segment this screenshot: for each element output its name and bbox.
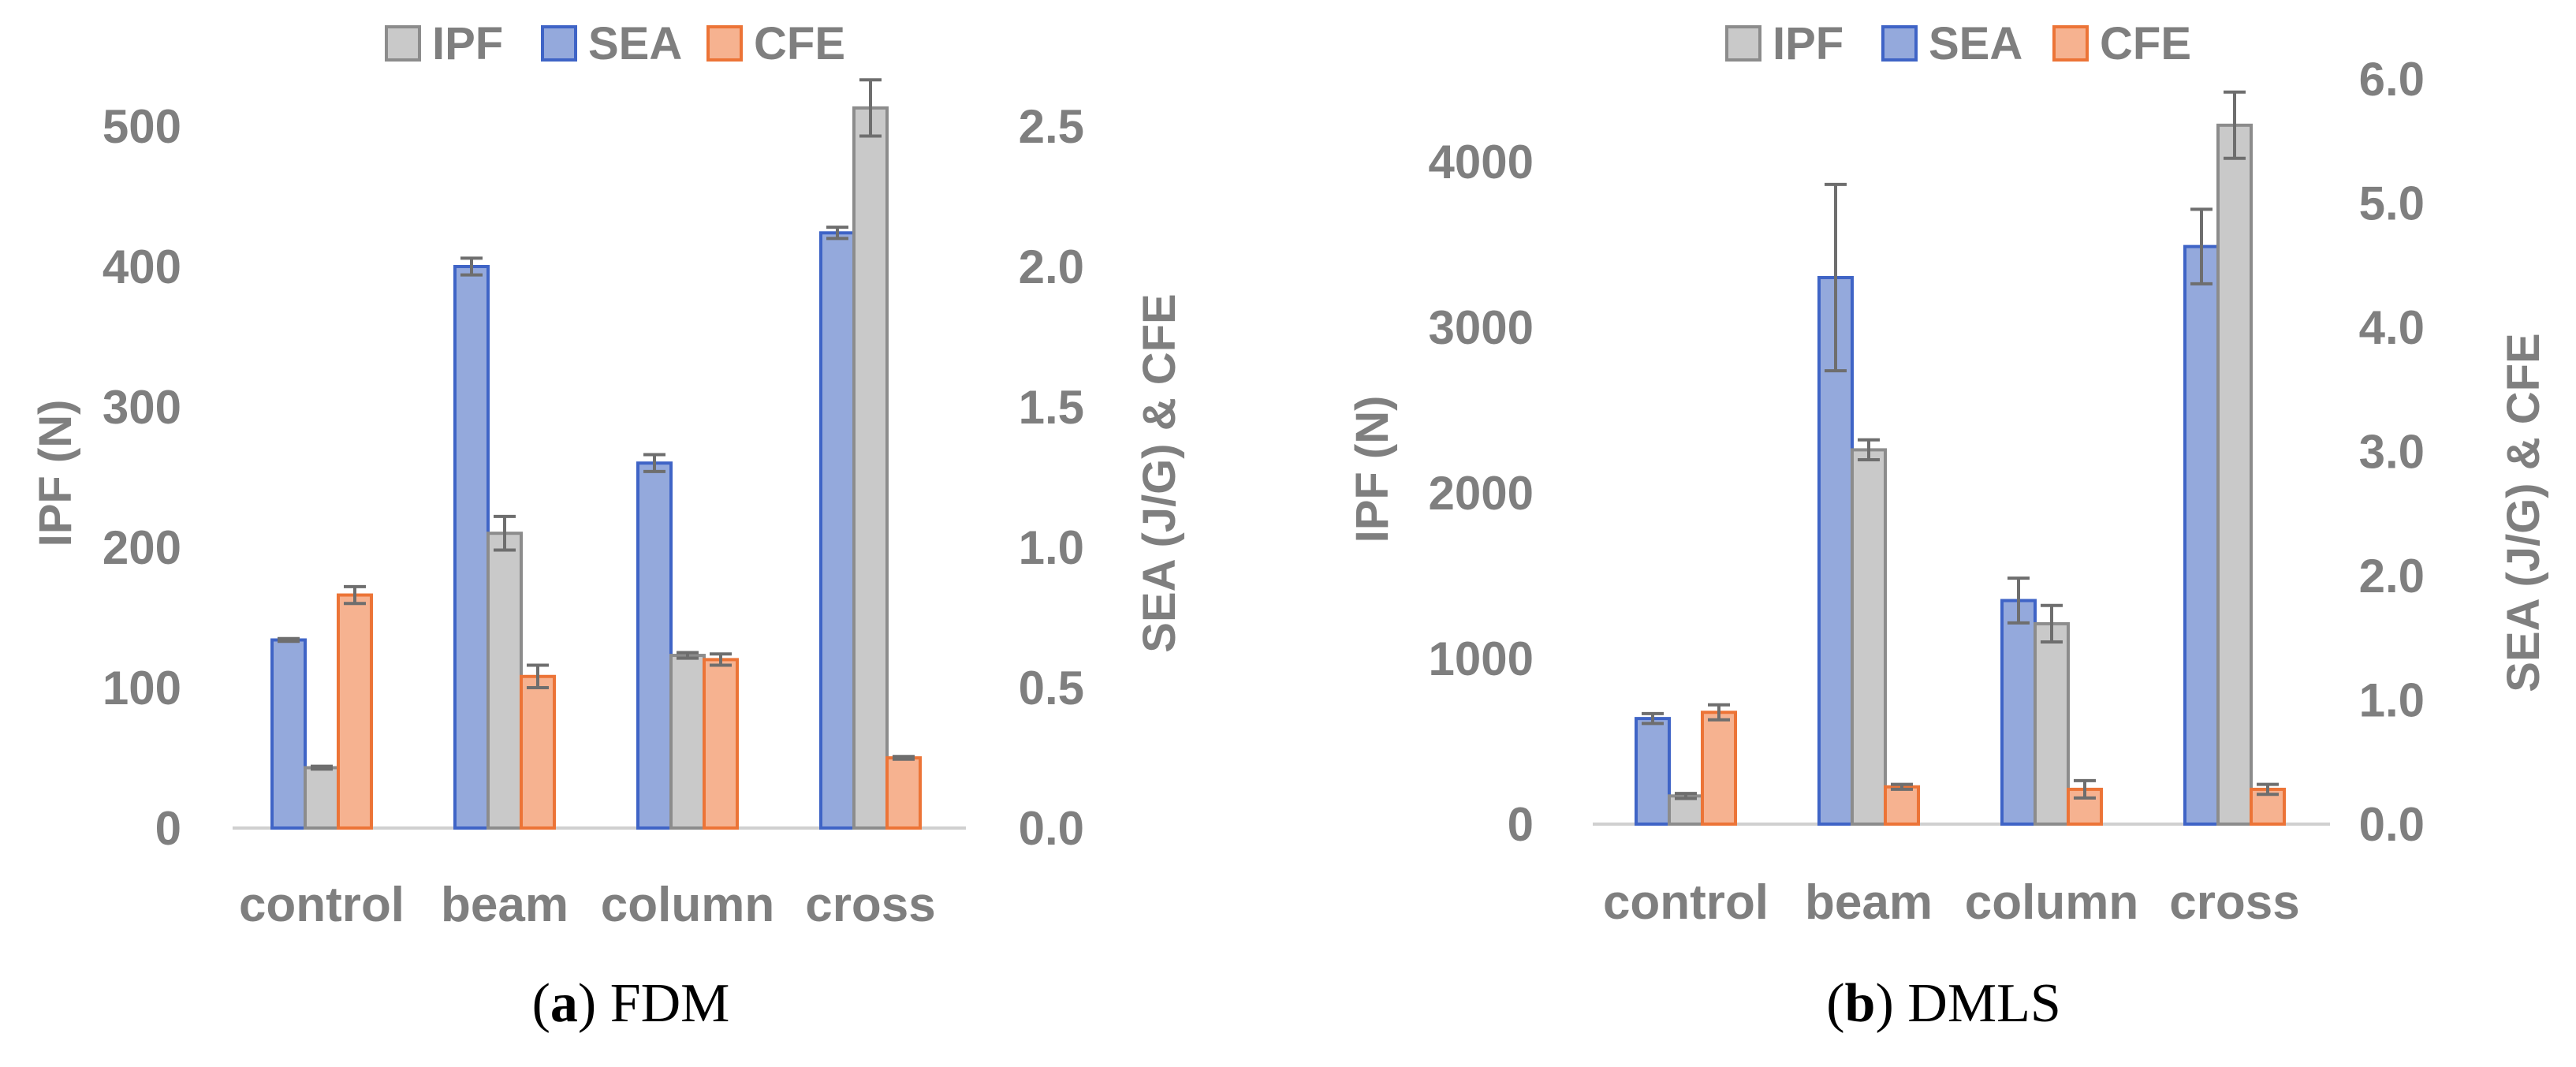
caption-text-a: FDM — [610, 973, 730, 1034]
right-tick-label: 1.5 — [1019, 381, 1084, 434]
y-axis-title-right-a: SEA (J/G) & CFE — [1134, 293, 1185, 652]
left-tick-label: 1000 — [1429, 632, 1534, 685]
right-tick-label: 3.0 — [2359, 426, 2425, 479]
right-axis-ticks-a: 0.0 0.5 1.0 1.5 2.0 2.5 — [1019, 100, 1084, 855]
left-axis-ticks-a: 0 100 200 300 400 500 — [103, 100, 181, 855]
right-tick-label: 1.0 — [2359, 674, 2425, 727]
bar-sea-column — [2000, 599, 2037, 826]
right-tick-label: 1.0 — [1019, 521, 1084, 574]
bar-cfe-column — [703, 658, 739, 830]
bar-ipf-control — [1668, 794, 1704, 826]
bar-ipf-column — [669, 654, 706, 830]
legend-label-ipf-b: IPF — [1773, 18, 1843, 69]
category-label-column: column — [601, 878, 774, 932]
bar-ipf-beam — [486, 532, 523, 830]
legend-label-cfe-b: CFE — [2100, 18, 2191, 69]
bar-cfe-beam — [1884, 785, 1920, 826]
legend-swatch-cfe-b — [2052, 25, 2089, 62]
category-labels-a: control beam column cross — [239, 878, 936, 932]
category-label-beam: beam — [441, 878, 569, 932]
right-tick-label: 0.0 — [1019, 802, 1084, 855]
legend-b: IPF SEA CFE — [1725, 18, 2191, 69]
bar-cfe-beam — [520, 674, 556, 830]
right-tick-label: 2.0 — [1019, 241, 1084, 293]
left-tick-label: 500 — [103, 100, 181, 153]
y-axis-title-left-b: IPF (N) — [1347, 396, 1398, 543]
bar-cfe-control — [337, 593, 373, 830]
legend-swatch-sea-a — [541, 25, 577, 62]
legend-swatch-cfe-a — [706, 25, 743, 62]
caption-b: (b) DMLS — [1826, 973, 2061, 1034]
caption-paren-close-b: ) — [1875, 973, 1907, 1034]
category-label-column: column — [1965, 875, 2138, 930]
category-label-cross: cross — [805, 878, 935, 932]
panel-b: IPF SEA CFE 0 1000 2000 3000 4000 0.0 1.0 2.0 3… — [1347, 18, 2549, 1034]
y-axis-title-right-b: SEA (J/G) & CFE — [2498, 333, 2549, 692]
left-tick-label: 4000 — [1429, 136, 1534, 188]
caption-letter-a: a — [550, 973, 578, 1034]
left-tick-label: 0 — [1508, 798, 1534, 851]
caption-letter-b: b — [1845, 973, 1876, 1034]
left-tick-label: 400 — [103, 241, 181, 293]
legend-label-sea-a: SEA — [588, 18, 682, 69]
caption-a: (a) FDM — [532, 973, 730, 1034]
y-axis-title-left-a: IPF (N) — [30, 400, 81, 547]
category-label-cross: cross — [2169, 875, 2299, 930]
legend-label-ipf-a: IPF — [432, 18, 503, 69]
left-tick-label: 2000 — [1429, 467, 1534, 520]
bar-ipf-beam — [1851, 448, 1887, 826]
bar-ipf-column — [2034, 621, 2070, 826]
left-tick-label: 300 — [103, 381, 181, 434]
bars-b — [1635, 90, 2286, 826]
right-tick-label: 5.0 — [2359, 177, 2425, 230]
caption-paren-open-a: ( — [532, 973, 550, 1034]
left-tick-label: 3000 — [1429, 301, 1534, 354]
legend-label-cfe-a: CFE — [754, 18, 845, 69]
left-tick-label: 100 — [103, 662, 181, 714]
right-tick-label: 2.0 — [2359, 550, 2425, 603]
bar-sea-column — [636, 461, 673, 830]
legend-label-sea-b: SEA — [1929, 18, 2022, 69]
category-labels-b: control beam column cross — [1603, 875, 2300, 930]
bar-cfe-cross — [885, 756, 922, 830]
bars-a — [270, 78, 922, 830]
right-tick-label: 4.0 — [2359, 301, 2425, 354]
panel-a: IPF SEA CFE 0 100 200 300 400 500 0.0 0.5 1.0 1.… — [30, 18, 1185, 1034]
caption-paren-close-a: ) — [578, 973, 610, 1034]
category-label-beam: beam — [1805, 875, 1933, 930]
bar-sea-control — [1635, 717, 1671, 826]
bar-sea-control — [270, 638, 307, 830]
right-tick-label: 0.0 — [2359, 798, 2425, 851]
right-tick-label: 2.5 — [1019, 100, 1084, 153]
bar-cfe-control — [1701, 711, 1737, 826]
bar-sea-cross — [819, 231, 856, 830]
category-label-control: control — [1603, 875, 1769, 930]
right-tick-label: 6.0 — [2359, 53, 2425, 106]
category-label-control: control — [239, 878, 404, 932]
legend-a: IPF SEA CFE — [385, 18, 845, 69]
bar-ipf-cross — [2216, 123, 2253, 826]
left-tick-label: 0 — [155, 802, 181, 855]
bar-sea-beam — [453, 265, 490, 830]
left-axis-ticks-b: 0 1000 2000 3000 4000 — [1429, 136, 1534, 851]
right-axis-ticks-b: 0.0 1.0 2.0 3.0 4.0 5.0 6.0 — [2359, 53, 2425, 851]
bar-ipf-cross — [852, 106, 889, 830]
bar-ipf-control — [304, 766, 340, 830]
legend-swatch-ipf-b — [1725, 25, 1761, 62]
bar-sea-cross — [2183, 244, 2220, 826]
legend-swatch-sea-b — [1881, 25, 1918, 62]
caption-paren-open-b: ( — [1826, 973, 1844, 1034]
left-tick-label: 200 — [103, 521, 181, 574]
caption-text-b: DMLS — [1907, 973, 2060, 1034]
legend-swatch-ipf-a — [385, 25, 421, 62]
right-tick-label: 0.5 — [1019, 662, 1084, 714]
